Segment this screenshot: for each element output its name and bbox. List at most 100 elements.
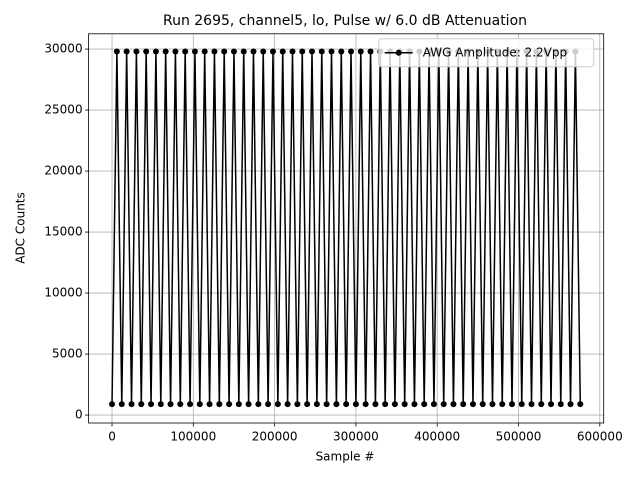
x-axis-label: Sample # bbox=[316, 450, 375, 464]
y-tick-label: 5000 bbox=[52, 347, 83, 361]
data-point bbox=[479, 401, 486, 408]
data-point bbox=[182, 48, 189, 55]
data-point bbox=[489, 401, 496, 408]
data-point bbox=[430, 401, 437, 408]
data-point bbox=[167, 401, 174, 408]
data-point bbox=[133, 48, 140, 55]
data-point bbox=[162, 48, 169, 55]
chart-title: Run 2695, channel5, lo, Pulse w/ 6.0 dB … bbox=[163, 13, 527, 29]
x-tick-label: 600000 bbox=[577, 430, 623, 444]
legend: AWG Amplitude: 2.2Vpp bbox=[378, 38, 595, 68]
data-point bbox=[450, 401, 457, 408]
legend-marker bbox=[395, 49, 402, 56]
y-tick-label: 25000 bbox=[44, 103, 82, 117]
data-point bbox=[196, 401, 203, 408]
data-point bbox=[113, 48, 120, 55]
data-point bbox=[538, 401, 545, 408]
data-point bbox=[143, 48, 150, 55]
data-point bbox=[230, 48, 237, 55]
data-point bbox=[172, 48, 179, 55]
x-tick-label: 100000 bbox=[170, 430, 216, 444]
y-tick-label: 0 bbox=[75, 408, 83, 422]
data-point bbox=[304, 401, 311, 408]
data-point bbox=[499, 401, 506, 408]
data-line bbox=[111, 50, 582, 405]
x-tick-label: 500000 bbox=[496, 430, 542, 444]
y-tick-label: 15000 bbox=[44, 225, 82, 239]
data-point bbox=[313, 401, 320, 408]
data-point bbox=[211, 48, 218, 55]
data-point bbox=[221, 48, 228, 55]
data-point bbox=[191, 48, 198, 55]
data-point bbox=[348, 48, 355, 55]
data-point bbox=[421, 401, 428, 408]
legend-label: AWG Amplitude: 2.2Vpp bbox=[423, 45, 567, 59]
x-tick-label: 300000 bbox=[333, 430, 379, 444]
data-point bbox=[411, 401, 418, 408]
data-point bbox=[440, 401, 447, 408]
data-point bbox=[152, 48, 159, 55]
x-tick-label: 200000 bbox=[252, 430, 298, 444]
data-point bbox=[372, 401, 379, 408]
y-axis-label: ADC Counts bbox=[14, 192, 28, 264]
data-point bbox=[357, 48, 364, 55]
data-point bbox=[260, 48, 267, 55]
data-point bbox=[216, 401, 223, 408]
legend-box bbox=[378, 38, 595, 68]
data-point bbox=[177, 401, 184, 408]
data-point bbox=[128, 401, 135, 408]
data-point bbox=[284, 401, 291, 408]
data-point bbox=[557, 401, 564, 408]
data-point bbox=[352, 401, 359, 408]
data-point bbox=[250, 48, 257, 55]
y-tick-label: 10000 bbox=[44, 286, 82, 300]
data-point bbox=[338, 48, 345, 55]
data-point bbox=[328, 48, 335, 55]
data-point bbox=[343, 401, 350, 408]
data-point bbox=[548, 401, 555, 408]
data-point bbox=[323, 401, 330, 408]
data-point bbox=[138, 401, 145, 408]
x-tick-label: 400000 bbox=[414, 430, 460, 444]
data-point bbox=[240, 48, 247, 55]
data-point bbox=[362, 401, 369, 408]
data-point bbox=[201, 48, 208, 55]
y-tick-label: 30000 bbox=[44, 42, 82, 56]
data-point bbox=[206, 401, 213, 408]
x-tick-label: 0 bbox=[108, 430, 116, 444]
data-point bbox=[289, 48, 296, 55]
data-point bbox=[401, 401, 408, 408]
data-point bbox=[299, 48, 306, 55]
data-point bbox=[255, 401, 262, 408]
data-point bbox=[508, 401, 515, 408]
data-point bbox=[265, 401, 272, 408]
data-point bbox=[269, 48, 276, 55]
data-point bbox=[318, 48, 325, 55]
data-point bbox=[226, 401, 233, 408]
data-point bbox=[279, 48, 286, 55]
data-point bbox=[460, 401, 467, 408]
data-point bbox=[294, 401, 301, 408]
data-point bbox=[528, 401, 535, 408]
data-point bbox=[118, 401, 125, 408]
data-point bbox=[148, 401, 155, 408]
data-point bbox=[123, 48, 130, 55]
plot-frame bbox=[88, 33, 605, 424]
data-point bbox=[235, 401, 242, 408]
data-point bbox=[518, 401, 525, 408]
y-tick-label: 20000 bbox=[44, 164, 82, 178]
data-point bbox=[567, 401, 574, 408]
data-point bbox=[367, 48, 374, 55]
data-point bbox=[469, 401, 476, 408]
data-point bbox=[333, 401, 340, 408]
data-point bbox=[382, 401, 389, 408]
data-point bbox=[309, 48, 316, 55]
data-point bbox=[109, 401, 116, 408]
data-point bbox=[187, 401, 194, 408]
data-point bbox=[577, 401, 584, 408]
data-point bbox=[157, 401, 164, 408]
data-point bbox=[245, 401, 252, 408]
data-point bbox=[391, 401, 398, 408]
data-point bbox=[274, 401, 281, 408]
